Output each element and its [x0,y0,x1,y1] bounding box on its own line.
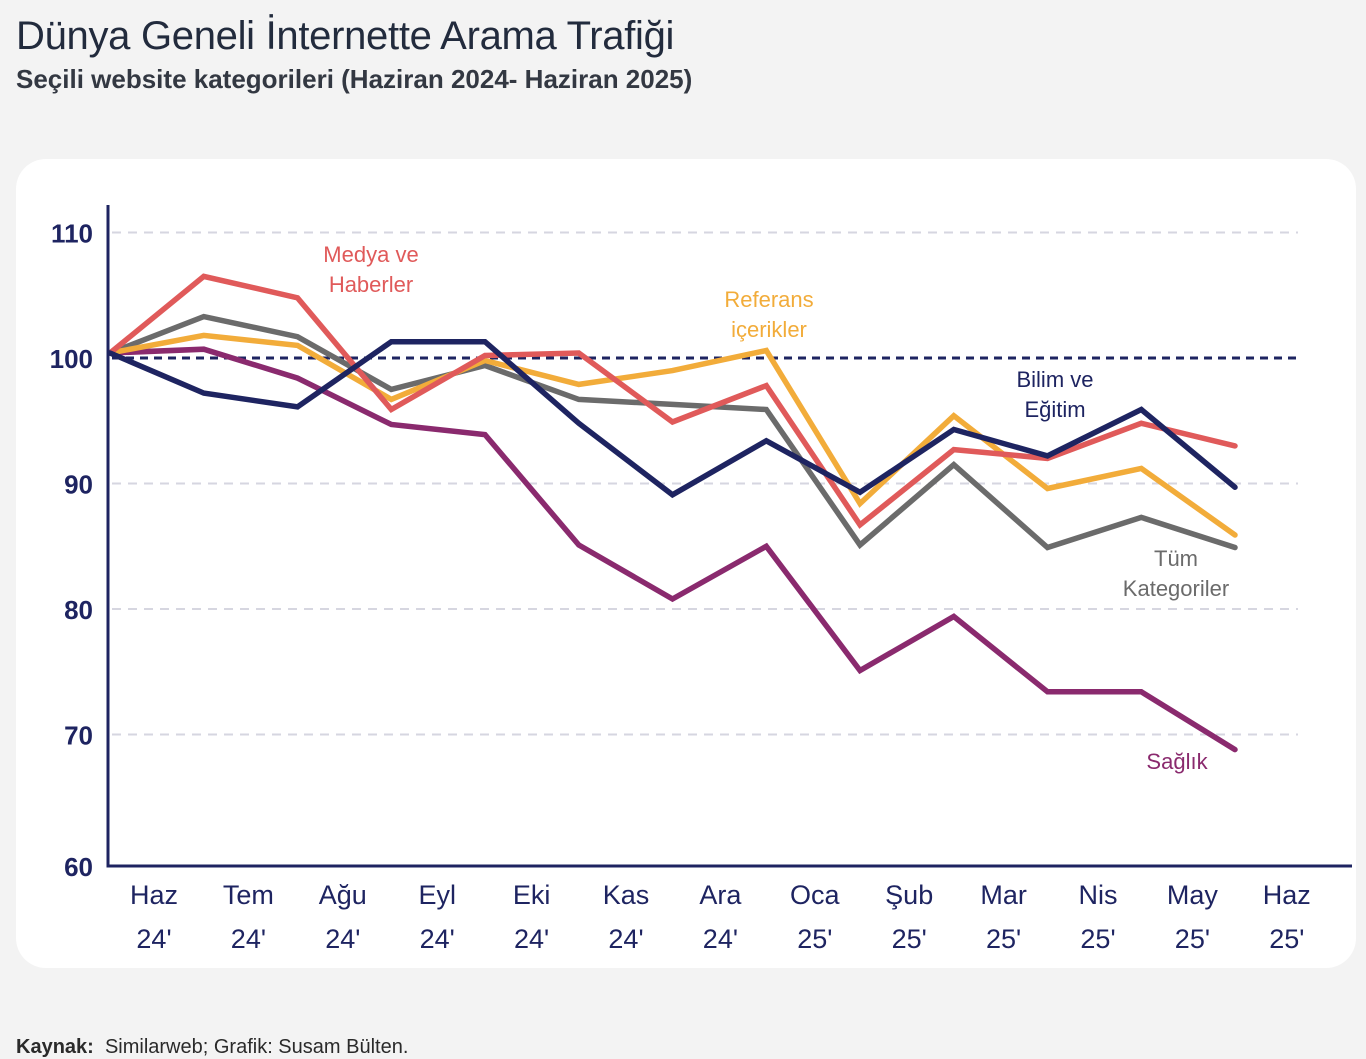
x-tick-month-1: Tem [223,880,274,910]
x-tick-year-12: 25' [1269,924,1304,954]
line-chart: 60 70 80 90 100 110 Haz 24' Tem 24' Ağu 24' Eyl 24' E… [50,205,1352,954]
series-label-4: Sağlık [1146,749,1208,774]
series-label-line: Medya ve [323,242,418,267]
x-tick-year-8: 25' [892,924,927,954]
source-note: Kaynak: Similarweb; Grafik: Susam Bülten… [16,1036,408,1059]
source-text: Similarweb; Grafik: Susam Bülten. [104,1036,409,1058]
x-tick-year-10: 25' [1080,924,1115,954]
y-tick-label-70: 70 [64,721,93,751]
axes [106,205,1352,868]
x-tick-year-4: 24' [514,924,549,954]
x-tick-month-6: Ara [699,880,742,910]
series-line-referans-içerikler [107,332,1238,538]
series-label-line: Haberler [329,272,413,297]
y-tick-label-100: 100 [50,344,93,374]
series-label-line: Tüm [1154,546,1198,571]
x-tick-month-5: Kas [603,880,650,910]
x-tick-month-3: Eyl [418,880,456,910]
chart-title: Dünya Geneli İnternette Arama Trafiği [16,14,675,58]
x-tick-year-0: 24' [136,924,171,954]
series-label-3: Bilim ve Eğitim [1016,367,1093,422]
series-label-2: Referans içerikler [724,287,813,342]
series-label-line: Kategoriler [1123,576,1229,601]
chart-card [16,159,1356,968]
y-tick-label-110: 110 [51,219,93,249]
x-tick-month-2: Ağu [319,880,367,910]
x-tick-year-9: 25' [986,924,1021,954]
x-tick-year-7: 25' [797,924,832,954]
series-lines [107,273,1238,753]
series-label-line: Bilim ve [1016,367,1093,392]
x-tick-month-11: May [1167,880,1219,910]
x-tick-month-8: Şub [885,880,933,910]
series-label-line: Eğitim [1024,397,1085,422]
x-tick-year-1: 24' [231,924,266,954]
series-line-sağlık [107,346,1238,753]
x-tick-year-5: 24' [608,924,643,954]
y-tick-label-60: 60 [64,852,93,882]
x-tick-year-11: 25' [1175,924,1210,954]
series-label-line: içerikler [731,317,807,342]
y-tick-label-80: 80 [64,595,93,625]
x-tick-month-4: Eki [513,880,551,910]
x-axis-ticks: Haz 24' Tem 24' Ağu 24' Eyl 24' Eki 24' Kas 24' Ara 2… [130,880,1311,954]
y-axis-ticks: 60 70 80 90 100 110 [50,219,93,883]
series-line-tüm-kategoriler [107,313,1238,551]
x-tick-month-9: Mar [980,880,1027,910]
chart-subtitle: Seçili website kategorileri (Haziran 202… [16,64,693,94]
x-tick-year-2: 24' [325,924,360,954]
grid-lines [112,231,1298,736]
x-tick-month-10: Nis [1079,880,1118,910]
series-label-line: Referans [724,287,813,312]
x-tick-month-12: Haz [1263,880,1311,910]
x-tick-year-3: 24' [420,924,455,954]
x-tick-month-0: Haz [130,880,178,910]
source-label: Kaynak: [16,1036,94,1058]
x-tick-month-7: Oca [790,880,841,910]
series-label-line: Sağlık [1146,749,1208,774]
y-tick-label-90: 90 [64,470,93,500]
x-tick-year-6: 24' [703,924,738,954]
series-label-0: Medya ve Haberler [323,242,418,297]
series-label-1: Tüm Kategoriler [1123,546,1229,601]
series-labels: Medya ve Haberler Tüm Kategoriler Referans iç… [323,242,1229,774]
series-line-bilim-ve-eğitim [107,338,1238,499]
